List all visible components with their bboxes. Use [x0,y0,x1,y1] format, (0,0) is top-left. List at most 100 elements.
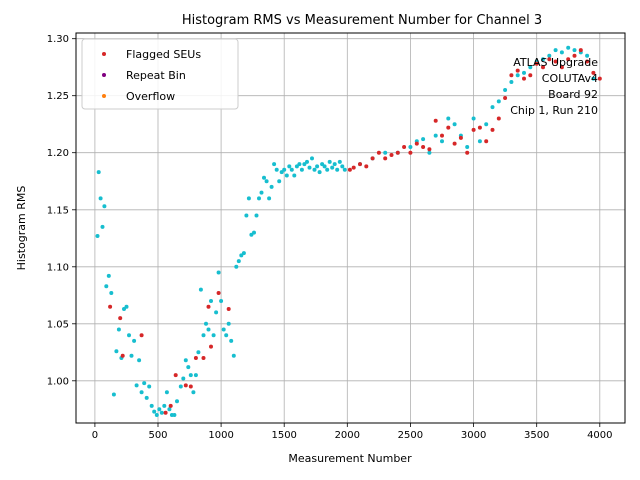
data-point-series-1 [534,61,539,66]
y-tick-label: 1.20 [47,148,69,159]
data-point-series-0 [330,165,335,170]
data-point-series-1 [515,68,520,73]
data-point-series-0 [152,409,157,414]
data-point-series-0 [264,179,269,184]
data-point-series-0 [252,230,256,235]
data-point-series-0 [96,170,101,175]
data-point-series-1 [108,304,113,309]
data-point-series-0 [214,310,219,315]
data-point-series-1 [446,125,451,130]
data-point-series-0 [127,333,131,338]
data-point-series-0 [114,349,119,354]
data-point-series-0 [95,234,100,238]
data-point-series-0 [277,179,282,184]
data-point-series-0 [201,333,206,338]
data-point-series-0 [383,150,388,155]
data-point-series-0 [239,253,244,258]
data-point-series-0 [287,164,292,169]
data-point-series-0 [241,251,246,256]
data-point-series-0 [147,384,152,389]
data-point-series-0 [132,338,137,343]
data-point-series-0 [509,80,514,84]
x-tick-label: 2000 [335,430,360,441]
data-point-series-0 [196,350,201,355]
data-point-series-0 [139,390,144,395]
data-point-series-0 [433,133,438,138]
x-tick-label: 1500 [271,430,296,441]
data-point-series-0 [109,291,114,295]
data-point-series-0 [490,105,495,110]
data-point-series-1 [351,165,356,170]
data-point-series-1 [541,65,545,70]
chart-title: Histogram RMS vs Measurement Number for … [182,13,542,28]
y-tick-label: 1.10 [47,262,69,273]
legend-marker-repeat-bin [102,73,106,77]
data-point-series-0 [591,76,596,81]
data-point-series-0 [325,167,330,172]
x-axis-ticks: 0 500 1000 1500 2000 2500 3000 3500 4000 [92,423,613,441]
data-point-series-0 [559,50,564,55]
data-point-series-0 [312,167,317,172]
annotation-line-1: ATLAS Upgrade [513,56,598,69]
data-point-series-1 [528,73,533,78]
data-point-series-0 [224,333,229,338]
data-point-series-0 [262,175,266,180]
data-point-series-0 [254,213,259,218]
data-point-series-0 [219,299,224,303]
x-axis-label: Measurement Number [288,452,412,465]
data-point-series-1 [427,147,432,152]
legend-marker-overflow [102,94,106,98]
data-point-series-0 [272,162,277,167]
data-point-series-1 [597,76,602,81]
data-point-series-0 [496,99,501,104]
data-point-series-1 [572,53,577,58]
data-point-series-1 [547,57,552,62]
y-tick-label: 1.25 [47,91,69,102]
data-point-series-1 [509,73,514,78]
data-point-series-0 [249,232,254,237]
data-point-series-0 [191,390,196,395]
data-point-series-0 [307,165,312,170]
data-point-series-1 [183,383,188,388]
data-point-series-0 [503,88,508,92]
x-tick-label: 500 [148,430,167,441]
data-point-series-0 [209,299,213,303]
y-tick-label: 1.15 [47,205,69,216]
data-point-series-0 [186,365,191,370]
data-point-series-0 [515,73,520,78]
data-point-series-1 [193,356,198,360]
data-point-series-0 [211,333,216,338]
data-point-series-0 [547,53,552,58]
data-point-series-0 [172,413,177,417]
data-point-series-0 [340,164,345,169]
data-point-series-1 [173,373,178,378]
data-point-series-1 [566,57,571,62]
data-point-series-1 [364,164,369,169]
data-point-series-0 [471,116,476,121]
data-point-series-0 [335,167,340,172]
data-point-series-1 [209,344,213,349]
data-point-series-0 [104,284,109,289]
data-point-series-0 [289,167,294,172]
data-point-series-1 [408,150,413,155]
data-point-series-1 [490,127,495,132]
data-point-series-1 [553,59,558,64]
annotation-line-2: COLUTAv4 [542,72,598,85]
data-point-series-0 [257,196,261,201]
data-point-series-0 [282,167,287,172]
data-point-series-0 [315,164,320,169]
data-point-series-1 [452,141,457,146]
data-point-series-1 [496,116,501,121]
data-point-series-0 [183,358,188,363]
data-point-series-1 [465,150,470,155]
data-point-series-0 [206,327,211,332]
data-points [95,45,602,417]
data-point-series-1 [188,384,193,389]
data-point-series-0 [522,70,526,75]
x-tick-label: 3500 [524,430,549,441]
data-point-series-0 [244,213,249,218]
legend-marker-flagged-seus [102,52,106,56]
data-point-series-0 [305,159,309,164]
data-point-series-1 [370,156,375,161]
data-point-series-1 [471,127,476,132]
